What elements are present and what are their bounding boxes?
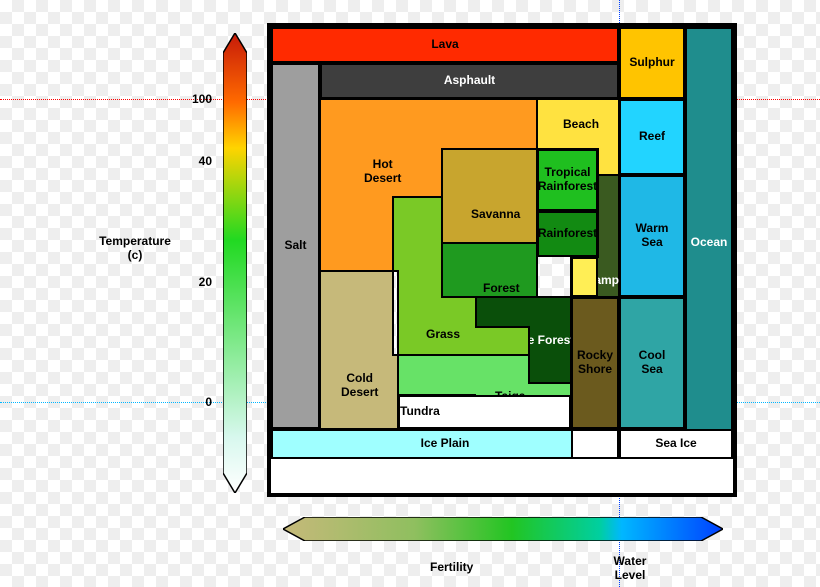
fertility-axis-label: Fertility bbox=[430, 560, 473, 574]
water-level-axis-label: Water Level bbox=[600, 554, 660, 582]
biome-sea-ice: Sea Ice bbox=[619, 429, 733, 459]
temp-tick-20: 20 bbox=[172, 275, 212, 289]
biome-salt: Salt bbox=[271, 63, 320, 429]
biome-cool-sea: CoolSea bbox=[619, 297, 685, 429]
temp-tick-40: 40 bbox=[172, 154, 212, 168]
temperature-scale bbox=[223, 33, 247, 493]
biome-grass: Grass bbox=[393, 197, 529, 355]
biome-rocky-shore: RockyShore bbox=[571, 297, 619, 429]
biome-ocean: Ocean bbox=[685, 27, 733, 459]
temperature-axis-label: Temperature (c) bbox=[80, 234, 190, 262]
biome-chart: LavaSulphurAsphaultSaltHotDesertBeachTro… bbox=[271, 27, 733, 493]
water-level-line2: Level bbox=[615, 568, 646, 582]
biome-sulphur: Sulphur bbox=[619, 27, 685, 99]
temperature-label-line2: (c) bbox=[128, 248, 143, 262]
biome-warm-sea: WarmSea bbox=[619, 175, 685, 297]
temperature-label-line1: Temperature bbox=[99, 234, 171, 248]
water-level-line1: Water bbox=[614, 554, 647, 568]
temp-tick-0: 0 bbox=[172, 395, 212, 409]
biome-fill bbox=[271, 459, 733, 493]
biome-lava: Lava bbox=[271, 27, 619, 63]
biome-ice-plain: Ice Plain bbox=[271, 429, 619, 459]
biome-reef: Reef bbox=[619, 99, 685, 175]
biome-fill bbox=[571, 257, 598, 297]
temp-tick-100: 100 bbox=[172, 92, 212, 106]
biome-fill bbox=[571, 429, 619, 459]
biome-tundra: Tundra bbox=[398, 395, 571, 429]
biome-cold-desert: ColdDesert bbox=[320, 271, 398, 429]
biome-asphault: Asphault bbox=[320, 63, 619, 99]
fertility-scale bbox=[283, 517, 723, 541]
